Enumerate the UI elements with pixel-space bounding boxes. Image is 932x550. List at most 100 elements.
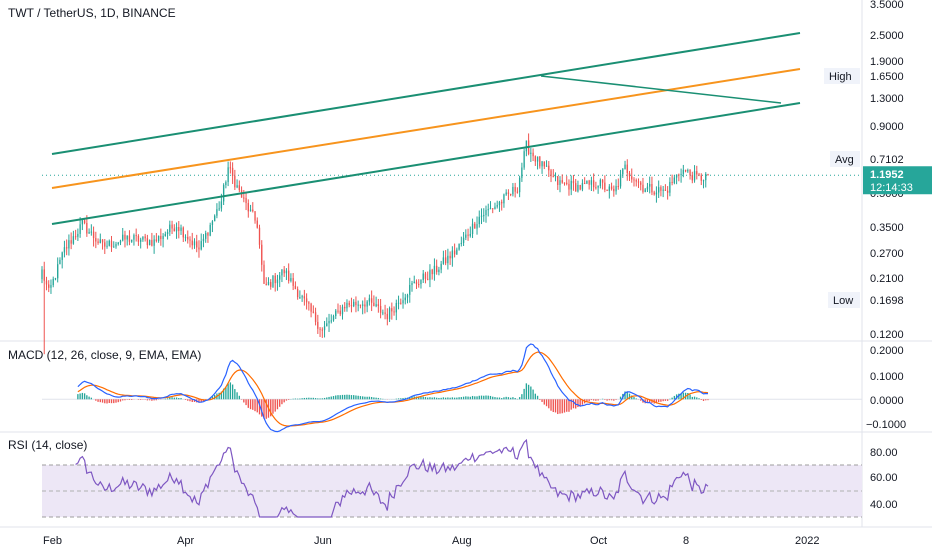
macd-pane[interactable] (42, 343, 862, 433)
price-tick-0.9: 0.9000 (870, 121, 904, 133)
candle-body (261, 244, 263, 265)
rsi-tick-80: 80.00 (870, 447, 898, 459)
time-label-jun: Jun (314, 535, 332, 547)
macd-tick-0: 0.0000 (870, 395, 904, 407)
candle-body (314, 312, 317, 322)
candle-body (184, 236, 187, 238)
candle-body (169, 224, 171, 233)
candle-body (494, 206, 496, 210)
candle-body (79, 224, 81, 234)
candle-body (220, 201, 223, 209)
candle-body (252, 209, 254, 212)
chart-title[interactable]: TWT / TetherUS, 1D, BINANCE (8, 6, 176, 20)
candle-body (193, 241, 196, 246)
candle-body (622, 169, 624, 175)
price-tick-0.12: 0.1200 (870, 329, 904, 341)
candle-body (308, 302, 310, 304)
candle-body (583, 183, 586, 185)
candle-body (312, 311, 315, 313)
candle-body (65, 247, 68, 249)
candle-body (88, 232, 90, 234)
candle-body (707, 173, 709, 176)
candle-body (196, 241, 198, 248)
time-label-apr: Apr (177, 535, 194, 547)
candle-body (687, 170, 689, 172)
rsi-pane[interactable] (42, 438, 862, 518)
candle-body (131, 239, 133, 242)
candle-body (521, 167, 523, 178)
candle-body (270, 282, 272, 287)
candle-body (229, 167, 232, 169)
candle-body (431, 269, 433, 275)
candle-body (160, 235, 162, 240)
candle-body (608, 186, 611, 191)
candle-body (328, 320, 330, 324)
candle-body (364, 304, 366, 307)
candle-body (198, 247, 200, 250)
candle-body (512, 186, 514, 195)
candle-body (476, 224, 478, 229)
candle-body (68, 240, 70, 249)
candle-body (99, 239, 101, 243)
candle-body (451, 250, 454, 259)
candle-body (406, 294, 409, 298)
price-pane[interactable] (41, 32, 862, 355)
candle-body (175, 227, 178, 232)
candle-body (379, 305, 382, 313)
low-tag: Low 0.1698 (828, 292, 904, 308)
candle-body (541, 161, 543, 167)
candle-body (146, 238, 149, 246)
candle-body (536, 156, 539, 162)
candle-body (151, 240, 153, 246)
candle-body (90, 231, 93, 233)
candle-body (427, 278, 429, 280)
macd-axis[interactable]: 0.2000 0.1000 0.0000 −0.1000 (866, 345, 906, 431)
candle-body (435, 265, 438, 273)
candle-body (444, 257, 447, 264)
candle-body (124, 234, 126, 240)
candle-body (664, 189, 667, 191)
rsi-axis[interactable]: 80.00 60.00 40.00 (870, 447, 898, 511)
candle-body (292, 278, 294, 286)
candle-body (225, 182, 227, 186)
candle-body (294, 285, 297, 290)
candle-body (669, 181, 671, 193)
candle-body (700, 175, 702, 181)
candle-body (191, 240, 193, 246)
candle-body (265, 283, 267, 286)
price-tick-3.5: 3.5000 (870, 0, 904, 11)
candle-body (597, 185, 599, 188)
last-price-tag[interactable]: 1.1952 12:14:33 (863, 166, 932, 195)
candle-body (81, 220, 84, 225)
candle-body (628, 173, 631, 177)
candle-body (323, 326, 326, 331)
candle-body (205, 233, 207, 239)
time-axis[interactable]: Feb Apr Jun Aug Oct 8 2022 (43, 535, 819, 547)
candle-body (678, 174, 680, 176)
candle-body (101, 239, 104, 243)
candle-body (561, 180, 563, 183)
macd-title[interactable]: MACD (12, 26, close, 9, EMA, EMA) (8, 348, 201, 362)
candle-body (395, 303, 397, 313)
candle-body (698, 174, 700, 176)
candle-body (231, 167, 234, 176)
rsi-title[interactable]: RSI (14, close) (8, 438, 87, 452)
price-tick-0.21: 0.2100 (870, 273, 904, 285)
candle-body (301, 296, 303, 298)
candle-body (48, 284, 50, 288)
candle-body (413, 281, 415, 283)
candle-body (474, 223, 476, 229)
candle-body (281, 269, 283, 276)
candle-body (382, 312, 384, 314)
candle-body (442, 257, 445, 264)
candle-body (283, 269, 285, 274)
candle-body (642, 184, 644, 192)
candle-body (321, 329, 323, 331)
candle-body (563, 182, 566, 184)
price-tick-0.27: 0.2700 (870, 248, 904, 260)
candle-body (422, 273, 424, 280)
candle-body (337, 310, 339, 312)
candle-body (166, 232, 169, 235)
candle-body (155, 239, 158, 241)
